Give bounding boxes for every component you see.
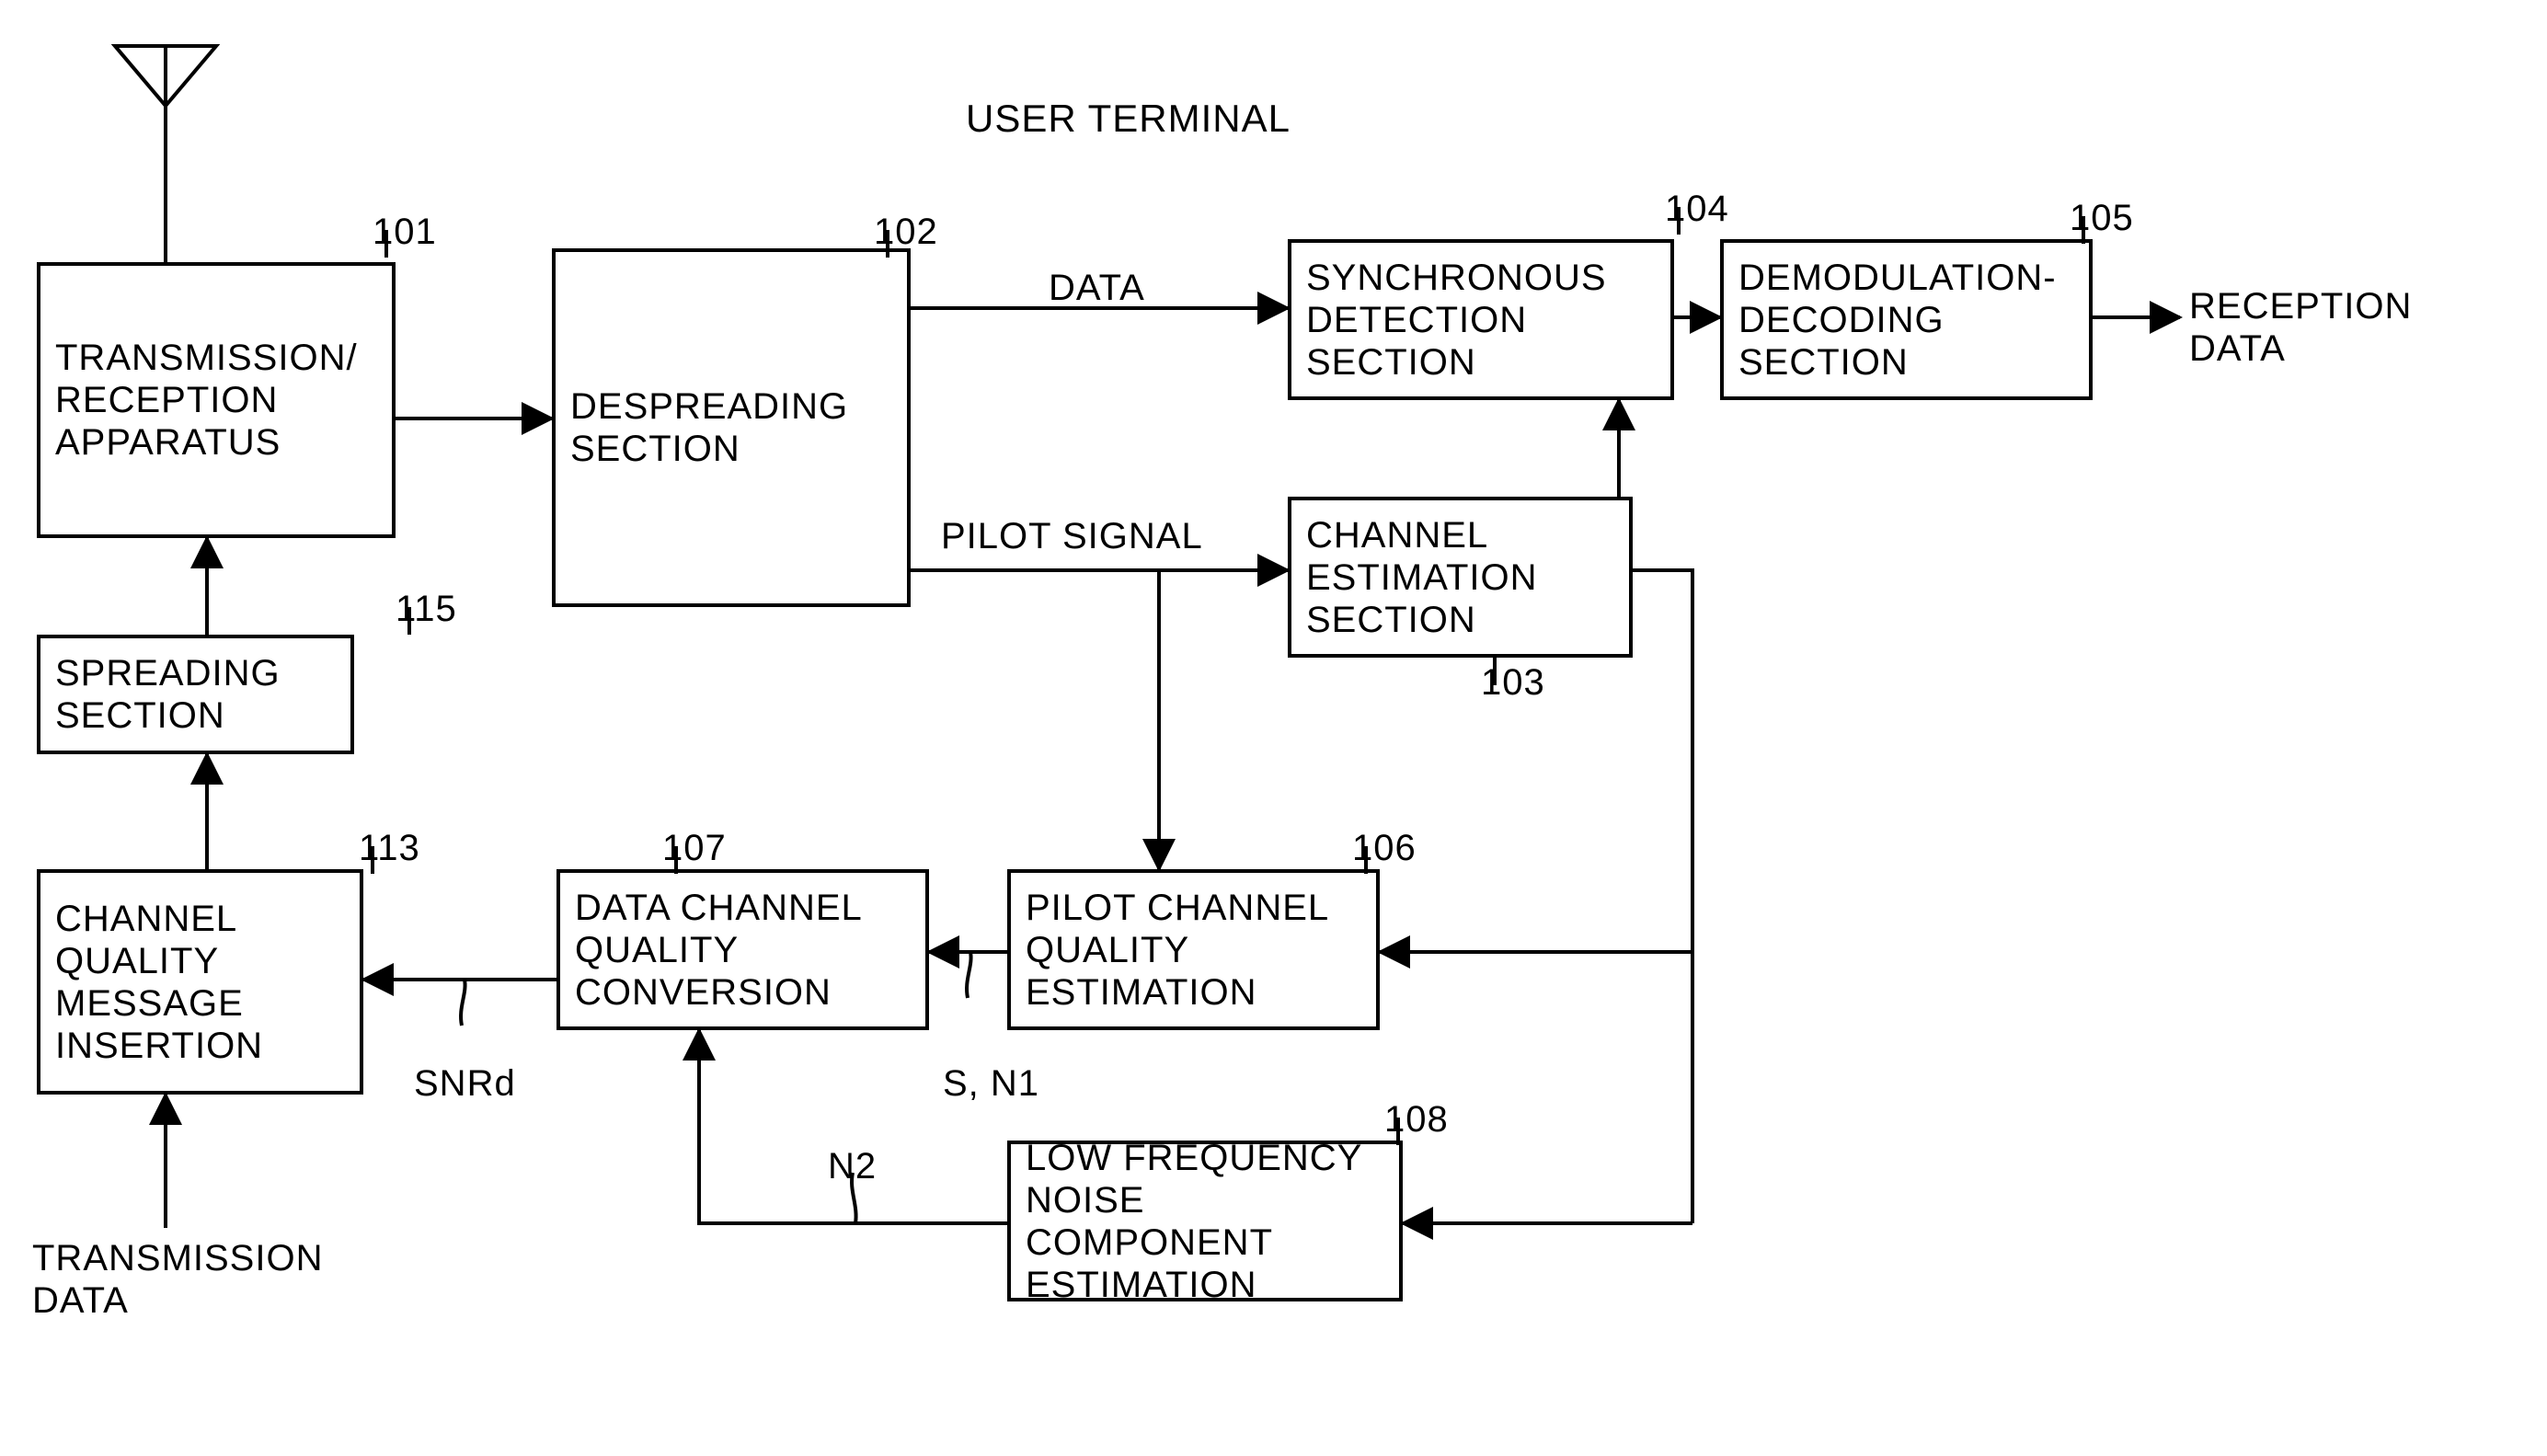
block-105-demod-decoding: DEMODULATION- DECODING SECTION: [1720, 239, 2093, 400]
ref-107: 107: [662, 828, 727, 869]
block-106-pilot-quality: PILOT CHANNEL QUALITY ESTIMATION: [1007, 869, 1380, 1030]
block-115-spreading: SPREADING SECTION: [37, 635, 354, 754]
diagram-canvas: USER TERMINAL TRANSMISSION/ RECEPTION AP…: [0, 0, 2547, 1456]
block-103-channel-estimation: CHANNEL ESTIMATION SECTION: [1288, 497, 1633, 658]
label-reception-data: RECEPTION DATA: [2189, 285, 2412, 370]
ref-108: 108: [1384, 1099, 1449, 1141]
edge-e108_107: [699, 1030, 1007, 1223]
diagram-title: USER TERMINAL: [966, 97, 1291, 141]
ref-102: 102: [874, 212, 938, 253]
block-text: DEMODULATION- DECODING SECTION: [1738, 257, 2074, 384]
block-text: CHANNEL ESTIMATION SECTION: [1306, 514, 1614, 641]
block-text: SPREADING SECTION: [55, 652, 336, 737]
block-text: PILOT CHANNEL QUALITY ESTIMATION: [1026, 887, 1361, 1014]
block-102-despreading: DESPREADING SECTION: [552, 248, 911, 607]
edge-tick_snrd: [461, 980, 465, 1026]
block-text: LOW FREQUENCY NOISE COMPONENT ESTIMATION: [1026, 1137, 1384, 1306]
label-n2: N2: [828, 1145, 877, 1187]
block-text: SYNCHRONOUS DETECTION SECTION: [1306, 257, 1656, 384]
block-101-tx-rx-apparatus: TRANSMISSION/ RECEPTION APPARATUS: [37, 262, 396, 538]
label-transmission-data: TRANSMISSION DATA: [32, 1237, 323, 1322]
label-pilot-signal: PILOT SIGNAL: [941, 515, 1203, 557]
block-113-cq-msg-insertion: CHANNEL QUALITY MESSAGE INSERTION: [37, 869, 363, 1095]
ref-115: 115: [396, 589, 457, 630]
ref-104: 104: [1665, 189, 1729, 230]
block-104-sync-detection: SYNCHRONOUS DETECTION SECTION: [1288, 239, 1674, 400]
label-snrd: SNRd: [414, 1062, 516, 1105]
ref-105: 105: [2070, 198, 2134, 239]
block-text: TRANSMISSION/ RECEPTION APPARATUS: [55, 337, 377, 464]
block-text: CHANNEL QUALITY MESSAGE INSERTION: [55, 898, 345, 1067]
block-text: DESPREADING SECTION: [570, 385, 892, 470]
edge-tick_sn1: [967, 952, 971, 998]
block-107-data-quality-conv: DATA CHANNEL QUALITY CONVERSION: [556, 869, 929, 1030]
ref-113: 113: [359, 828, 420, 869]
label-data: DATA: [1049, 267, 1145, 309]
block-108-lf-noise-est: LOW FREQUENCY NOISE COMPONENT ESTIMATION: [1007, 1141, 1403, 1301]
ref-106: 106: [1352, 828, 1417, 869]
edge-bus_r: [1633, 570, 1692, 1223]
ref-103: 103: [1481, 662, 1545, 704]
antenna-icon: [115, 46, 216, 106]
block-text: DATA CHANNEL QUALITY CONVERSION: [575, 887, 911, 1014]
label-s-n1: S, N1: [943, 1062, 1039, 1105]
ref-101: 101: [373, 212, 437, 253]
